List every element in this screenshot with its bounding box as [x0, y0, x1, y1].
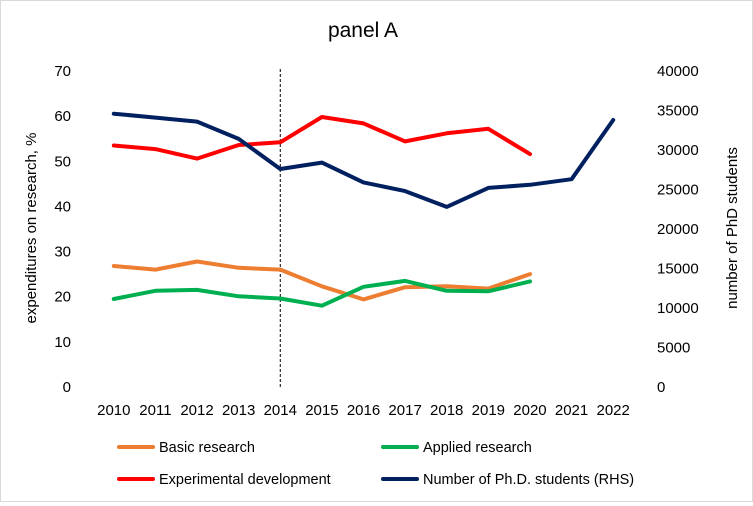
- series-lines: [111, 111, 616, 308]
- legend-label: Number of Ph.D. students (RHS): [423, 472, 634, 488]
- x-tick-label: 2015: [305, 402, 338, 419]
- x-tick-label: 2022: [597, 402, 630, 419]
- left-axis-label: expenditures on research, %: [23, 133, 40, 324]
- left-tick-label: 60: [54, 108, 71, 125]
- series-line: [111, 111, 616, 209]
- left-tick-label: 30: [54, 244, 71, 261]
- legend-label: Basic research: [159, 440, 255, 456]
- series-line: [111, 259, 532, 302]
- x-tick-label: 2012: [180, 402, 213, 419]
- right-tick-label: 40000: [657, 63, 699, 80]
- legend: Basic research Applied research Experiment…: [117, 440, 634, 488]
- x-tick-label: 2020: [513, 402, 546, 419]
- left-tick-label: 20: [54, 289, 71, 306]
- right-tick-label: 35000: [657, 103, 699, 120]
- x-tick-label: 2018: [430, 402, 463, 419]
- right-tick-label: 15000: [657, 261, 699, 278]
- chart-title: panel A: [328, 19, 398, 42]
- x-tick-label: 2019: [472, 402, 505, 419]
- left-tick-label: 40: [54, 198, 71, 215]
- series-line: [111, 115, 532, 161]
- left-axis-ticks: 0 10 20 30 40 50 60 70: [54, 63, 71, 396]
- series-line: [111, 278, 532, 308]
- right-tick-label: 25000: [657, 182, 699, 199]
- x-tick-label: 2013: [222, 402, 255, 419]
- x-tick-label: 2016: [347, 402, 380, 419]
- right-axis-label: number of PhD students: [724, 147, 741, 309]
- x-tick-label: 2010: [97, 402, 130, 419]
- x-tick-label: 2021: [555, 402, 588, 419]
- left-tick-label: 50: [54, 153, 71, 170]
- left-tick-label: 10: [54, 334, 71, 351]
- legend-label: Experimental development: [159, 472, 331, 488]
- right-tick-label: 20000: [657, 221, 699, 238]
- right-tick-label: 10000: [657, 300, 699, 317]
- x-tick-label: 2014: [264, 402, 297, 419]
- legend-label: Applied research: [423, 440, 532, 456]
- left-tick-label: 0: [63, 379, 71, 396]
- right-tick-label: 0: [657, 379, 665, 396]
- right-tick-label: 30000: [657, 142, 699, 159]
- right-axis-ticks: 0 5000 10000 15000 20000 25000 30000 35000 40000: [657, 63, 699, 396]
- x-tick-label: 2017: [388, 402, 421, 419]
- x-axis-ticks: 2010 2011 2012 2013 2014 2015 2016 2017 2018 2019…: [97, 402, 630, 419]
- x-tick-label: 2011: [139, 402, 171, 419]
- right-tick-label: 5000: [657, 340, 690, 357]
- left-tick-label: 70: [54, 63, 71, 80]
